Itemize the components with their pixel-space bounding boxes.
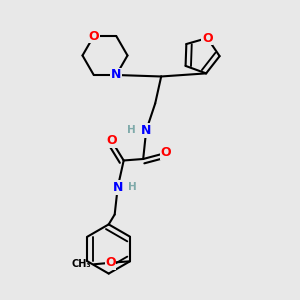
Text: N: N [111, 68, 122, 82]
Text: N: N [112, 181, 123, 194]
Text: O: O [88, 29, 99, 43]
Text: N: N [141, 124, 152, 137]
Text: CH₃: CH₃ [72, 259, 92, 269]
Text: O: O [105, 256, 116, 269]
Text: O: O [202, 32, 213, 44]
Text: O: O [106, 134, 117, 148]
Text: O: O [160, 146, 171, 160]
Text: H: H [128, 124, 136, 135]
Text: H: H [128, 182, 136, 192]
